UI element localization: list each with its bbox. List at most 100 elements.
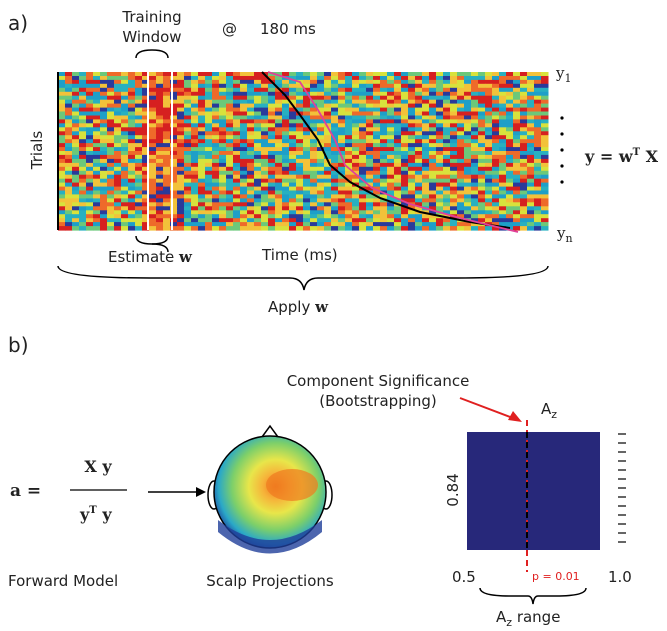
heat-cell [254,87,262,93]
heat-cell [429,166,437,172]
heat-cell [345,190,353,195]
heat-cell [485,198,493,203]
heat-cell [107,115,115,120]
heat-cell [261,135,269,140]
heat-cell [527,151,535,156]
heat-cell [352,154,360,160]
heat-cell [366,139,374,144]
heat-cell [485,186,493,192]
heat-cell [282,190,290,195]
heat-cell [366,135,374,140]
heat-cell [443,194,451,199]
heat-cell [135,103,143,109]
heat-cell [184,76,192,81]
heat-cell [429,214,437,219]
heat-cell [345,158,353,164]
heat-cell [499,139,507,144]
heat-cell [128,103,136,109]
heat-cell [296,123,304,128]
heat-cell [198,206,206,211]
heat-cell [205,107,213,113]
heat-cell [457,202,465,207]
heat-cell [366,206,374,211]
heat-cell [100,190,108,195]
heat-cell [331,119,339,124]
heat-cell [457,91,465,97]
heat-cell [513,76,521,81]
heat-cell [149,111,157,116]
heat-cell [107,87,115,93]
heat-cell [156,139,164,144]
heat-cell [324,143,332,148]
heat-cell [415,182,423,188]
heat-cell [422,151,430,156]
heat-cell [485,166,493,172]
heat-cell [380,151,388,156]
heat-cell [352,198,360,203]
heat-cell [415,143,423,148]
heat-cell [499,99,507,105]
heat-cell [205,119,213,124]
heat-cell [387,202,395,207]
heat-cell [303,103,311,109]
heat-cell [86,198,94,203]
heat-cell [212,202,220,207]
heat-cell [338,79,346,85]
heat-cell [128,190,136,195]
heat-cell [373,214,381,219]
heat-cell [450,103,458,109]
heat-cell [499,162,507,168]
heat-cell [93,182,101,188]
heat-cell [100,158,108,164]
heat-cell [338,226,346,231]
heat-cell [268,226,276,231]
heat-cell [121,87,129,93]
heat-cell [219,210,227,215]
heat-cell [86,170,94,176]
heat-cell [296,107,304,113]
heat-cell [226,72,234,77]
heat-cell [317,218,325,223]
heat-cell [100,83,108,89]
heat-cell [492,174,500,180]
heat-cell [128,107,136,113]
heat-cell [177,111,185,116]
heat-cell [212,139,220,144]
heat-cell [240,79,248,85]
heat-cell [345,95,353,101]
heat-cell [478,95,486,101]
heat-cell [422,107,430,113]
heat-cell [492,107,500,113]
heat-cell [478,214,486,219]
heat-cell [240,123,248,128]
heat-cell [226,87,234,93]
heat-cell [457,111,465,116]
heat-cell [191,127,199,132]
heat-cell [380,194,388,199]
heat-cell [226,210,234,215]
heat-cell [156,99,164,105]
heat-cell [254,222,262,227]
heat-cell [499,206,507,211]
heat-cell [359,103,367,109]
heat-cell [135,72,143,77]
heat-cell [107,210,115,215]
heat-cell [443,79,451,85]
heat-cell [387,107,395,113]
heat-cell [233,202,241,207]
heat-cell [282,226,290,231]
heat-cell [527,226,535,231]
heat-cell [373,111,381,116]
time-point: 180 ms [260,20,316,38]
heat-cell [541,218,549,223]
heat-cell [177,210,185,215]
heat-cell [324,170,332,176]
heat-cell [324,206,332,211]
heat-cell [478,143,486,148]
heat-cell [527,170,535,176]
heat-cell [198,143,206,148]
heat-cell [541,99,549,105]
heat-cell [520,83,528,89]
heat-cell [163,95,171,101]
heat-cell [226,222,234,227]
